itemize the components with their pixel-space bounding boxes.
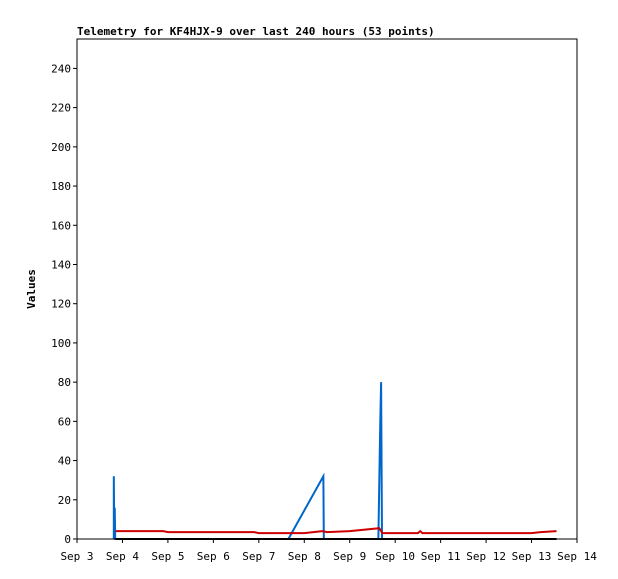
y-tick-label: 60 [58,415,71,428]
y-tick-label: 40 [58,455,71,468]
axis-ticks [73,67,578,543]
y-tick-label: 100 [51,337,71,350]
y-tick-label: 20 [58,494,71,507]
y-tick-label: 140 [51,258,71,271]
series-line-1 [112,382,383,540]
y-tick-label: 0 [64,533,71,546]
y-tick-label: 80 [58,376,71,389]
tick-labels: 0 20 40 60 80 100 120 140 160 180 200 220 240 Sep 3 Se… [51,62,597,563]
chart-title: Telemetry for KF4HJX-9 over last 240 hou… [77,25,435,38]
y-tick-label: 160 [51,219,71,232]
x-tick-label: Sep 11 [421,550,461,563]
y-tick-label: 180 [51,180,71,193]
x-tick-label: Sep 10 [375,550,415,563]
y-tick-label: 200 [51,141,71,154]
x-tick-label: Sep 4 [106,550,139,563]
x-tick-label: Sep 3 [60,550,93,563]
x-tick-label: Sep 7 [242,550,275,563]
x-tick-label: Sep 9 [333,550,366,563]
x-tick-label: Sep 5 [151,550,184,563]
plot-frame [76,38,578,540]
y-tick-label: 240 [51,62,71,75]
x-tick-label: Sep 12 [466,550,506,563]
x-tick-label: Sep 13 [512,550,552,563]
x-tick-label: Sep 6 [197,550,230,563]
y-axis-label: Values [25,269,38,309]
y-tick-label: 220 [51,102,71,115]
x-tick-label: Sep 14 [557,550,597,563]
y-tick-label: 120 [51,298,71,311]
series-line-2 [115,527,557,535]
x-tick-label: Sep 8 [288,550,321,563]
